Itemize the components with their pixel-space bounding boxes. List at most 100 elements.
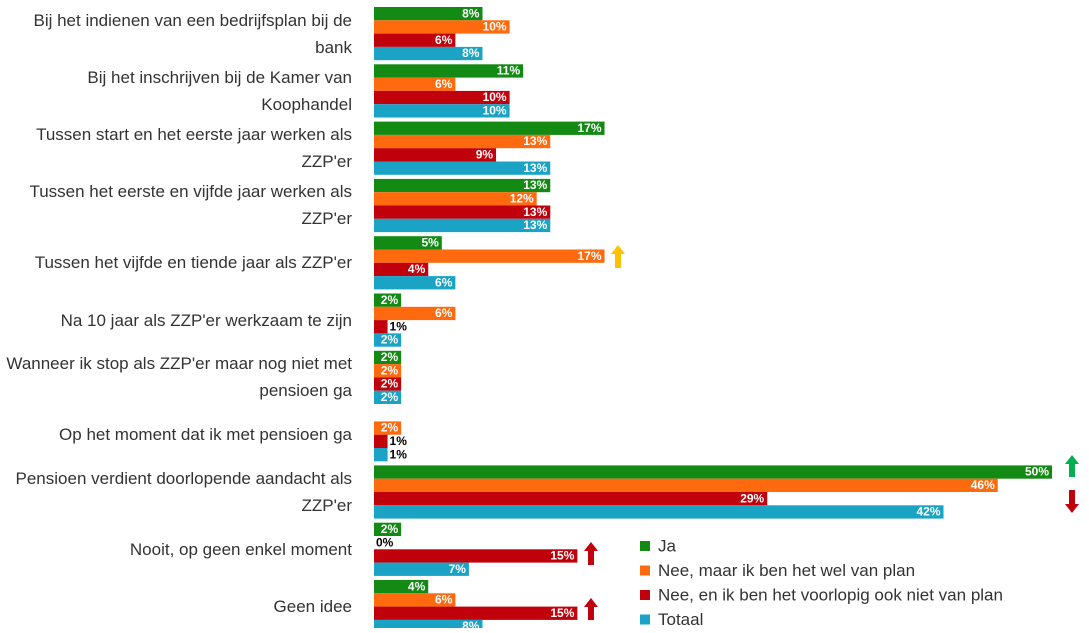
bar xyxy=(374,46,483,61)
bar xyxy=(374,249,605,263)
category-label: Geen idee xyxy=(273,597,352,616)
bar xyxy=(374,434,388,448)
bar xyxy=(374,619,483,628)
legend-label: Nee, maar ik ben het wel van plan xyxy=(658,561,915,580)
value-label: 8% xyxy=(462,6,480,20)
bar xyxy=(374,390,402,404)
bar xyxy=(374,77,456,91)
legend-swatch xyxy=(640,590,650,600)
bar xyxy=(374,448,388,462)
bar xyxy=(374,90,510,105)
value-label: 1% xyxy=(390,447,408,461)
bar xyxy=(374,276,456,290)
bar xyxy=(374,178,551,193)
bar xyxy=(374,134,551,149)
value-label: 2% xyxy=(381,363,399,377)
bar xyxy=(374,505,944,519)
value-label: 6% xyxy=(435,593,453,607)
value-label: 13% xyxy=(523,134,547,148)
category-label: Na 10 jaar als ZZP'er werkzaam te zijn xyxy=(60,310,352,330)
category-label: Bij het inschrijven bij de Kamer van Koo… xyxy=(87,67,352,114)
bar xyxy=(374,262,429,277)
category-label: Tussen het vijfde en tiende jaar als ZZP… xyxy=(34,253,352,273)
bar xyxy=(374,593,456,607)
value-label: 2% xyxy=(381,522,399,536)
arrow-down xyxy=(1065,490,1079,513)
arrow-up xyxy=(1065,455,1079,477)
value-label: 13% xyxy=(523,178,547,192)
category-label: Pensioen verdient doorlopende aandacht a… xyxy=(15,468,352,515)
value-label: 10% xyxy=(483,20,507,34)
bar xyxy=(374,522,402,536)
bar xyxy=(374,236,442,250)
bar xyxy=(374,218,551,233)
bar xyxy=(374,421,402,435)
value-label: 50% xyxy=(1025,465,1049,479)
value-label: 8% xyxy=(462,46,480,60)
legend-label: Ja xyxy=(658,536,677,555)
value-label: 12% xyxy=(510,192,534,206)
arrow-up xyxy=(611,245,625,268)
bar xyxy=(374,562,469,576)
value-label: 6% xyxy=(435,306,453,320)
value-label: 9% xyxy=(476,148,494,162)
legend-label: Totaal xyxy=(658,610,703,628)
category-label: Bij het indienen van een bedrijfsplan bi… xyxy=(33,10,352,57)
value-label: 8% xyxy=(462,619,480,628)
value-label: 2% xyxy=(381,390,399,404)
bar xyxy=(374,377,402,391)
category-label: Tussen het eerste en vijfde jaar werken … xyxy=(29,182,352,229)
bar xyxy=(374,333,402,347)
arrow-up xyxy=(584,598,598,620)
value-label: 11% xyxy=(497,64,521,78)
value-label: 2% xyxy=(381,377,399,391)
significance-arrows xyxy=(584,245,1079,620)
bar xyxy=(374,64,524,78)
value-label: 29% xyxy=(740,491,764,505)
value-label: 2% xyxy=(381,293,399,307)
bar xyxy=(374,161,551,175)
legend-label: Nee, en ik ben het voorlopig ook niet va… xyxy=(658,585,1003,604)
value-label: 17% xyxy=(577,249,601,263)
bar xyxy=(374,364,402,378)
value-label: 5% xyxy=(421,236,439,250)
value-label: 0% xyxy=(376,535,394,549)
bar xyxy=(374,293,402,307)
bar xyxy=(374,492,768,506)
legend-swatch xyxy=(640,614,650,625)
value-label: 17% xyxy=(577,121,601,135)
bar xyxy=(374,121,605,135)
value-label: 1% xyxy=(390,434,408,448)
value-label: 4% xyxy=(408,579,426,593)
bar xyxy=(374,192,537,206)
bar xyxy=(374,350,402,365)
bar xyxy=(374,33,456,47)
bar xyxy=(374,606,578,620)
bar xyxy=(374,7,483,21)
bar xyxy=(374,20,510,34)
value-label: 2% xyxy=(381,421,399,435)
category-label: Tussen start en het eerste jaar werken a… xyxy=(36,125,352,172)
value-label: 13% xyxy=(523,205,547,219)
bar xyxy=(374,580,429,594)
bar xyxy=(374,549,578,563)
value-label: 13% xyxy=(523,161,547,175)
legend-swatch xyxy=(640,541,650,551)
bar xyxy=(374,148,497,162)
value-label: 1% xyxy=(390,319,408,333)
value-label: 2% xyxy=(381,333,399,347)
category-label: Wanneer ik stop als ZZP'er maar nog niet… xyxy=(6,354,352,401)
bar xyxy=(374,104,510,118)
value-label: 46% xyxy=(971,478,995,492)
value-label: 10% xyxy=(483,90,507,104)
value-label: 6% xyxy=(435,275,453,289)
category-label: Op het moment dat ik met pensioen ga xyxy=(59,425,352,445)
value-label: 2% xyxy=(381,350,399,364)
bar xyxy=(374,478,998,492)
legend-swatch xyxy=(640,565,650,576)
value-label: 15% xyxy=(550,606,574,620)
value-label: 4% xyxy=(408,262,426,276)
value-label: 10% xyxy=(483,104,507,118)
